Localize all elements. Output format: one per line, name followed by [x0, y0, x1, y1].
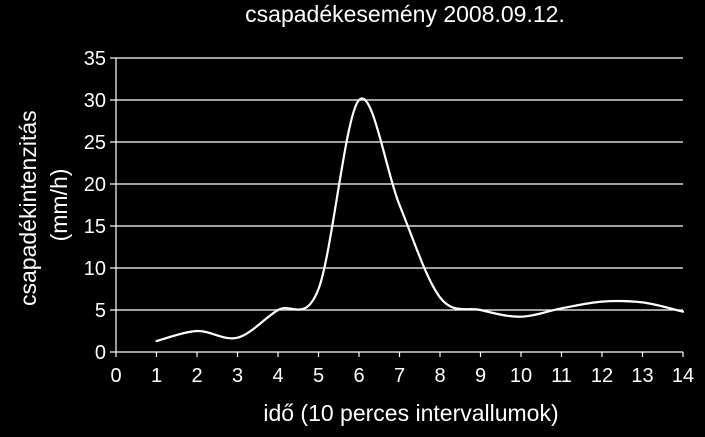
- y-tick-label: 20: [84, 174, 106, 196]
- x-axis-title: idő (10 perces intervallumok): [263, 400, 558, 426]
- x-tick-label: 1: [151, 365, 162, 387]
- x-tick-label: 13: [631, 365, 653, 387]
- x-tick-label: 4: [272, 365, 283, 387]
- x-tick-label: 7: [394, 365, 405, 387]
- x-tick-label: 0: [110, 365, 121, 387]
- gridlines: [116, 57, 683, 311]
- x-tick-label: 5: [313, 365, 324, 387]
- y-tick-label: 25: [84, 132, 106, 154]
- x-tick-labels: 0 1 2 3 4 5 6 7 8 9 10 11 12 13 14: [110, 365, 694, 387]
- y-axis-title: csapadékintenzitás (mm/h): [15, 104, 72, 306]
- x-tick-label: 3: [232, 365, 243, 387]
- x-tick-label: 11: [551, 365, 572, 387]
- x-tick-label: 8: [434, 365, 445, 387]
- y-tick-label: 30: [84, 90, 106, 112]
- x-tick-label: 12: [591, 365, 613, 387]
- x-tick-label: 9: [475, 365, 486, 387]
- x-tick-label: 6: [353, 365, 364, 387]
- y-tick-label: 35: [84, 48, 106, 70]
- x-tick-label: 10: [510, 365, 532, 387]
- series-line-0: [155, 97, 685, 343]
- y-tick-label: 10: [84, 258, 106, 280]
- y-tick-label: 15: [84, 216, 106, 238]
- y-tick-labels: 0 5 10 15 20 25 30 35: [84, 48, 106, 364]
- axes: [110, 57, 684, 357]
- x-tick-label: 2: [191, 365, 202, 387]
- chart-title: csapadékesemény 2008.09.12.: [245, 1, 565, 27]
- y-axis-title-line-1: csapadékintenzitás: [15, 110, 41, 306]
- series-layer: [155, 97, 685, 343]
- y-tick-label: 5: [95, 300, 106, 322]
- y-tick-label: 0: [95, 342, 106, 364]
- x-tick-label: 14: [672, 365, 694, 387]
- y-axis-title-line-2: (mm/h): [46, 169, 72, 242]
